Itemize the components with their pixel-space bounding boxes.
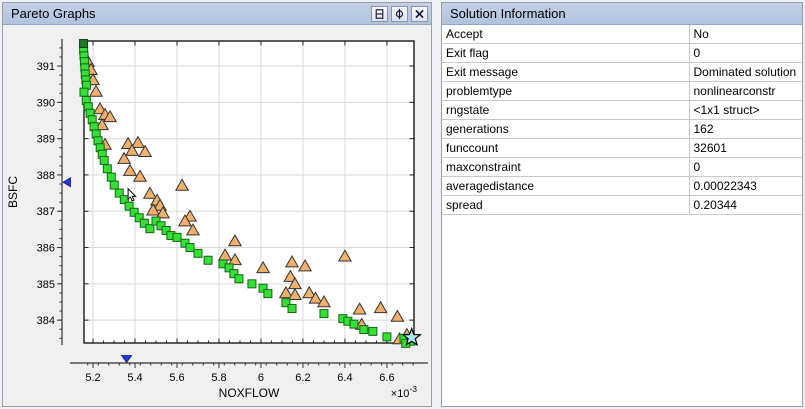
x-tick-label: 6.4 — [337, 372, 352, 384]
mouse-cursor-icon — [127, 187, 137, 202]
y-tick-label: 391 — [37, 61, 55, 73]
x-axis-slider[interactable] — [70, 355, 428, 369]
x-tick-label: 5.2 — [85, 372, 100, 384]
pareto-graphs-title: Pareto Graphs — [11, 6, 96, 21]
solution-info-row: generations 162 — [442, 119, 802, 139]
pareto-graphs-titlebar[interactable]: Pareto Graphs — [3, 3, 431, 25]
property-name-cell: rngstate — [442, 100, 689, 120]
property-value-cell: 32601 — [688, 138, 802, 158]
x-axis-labels: 5.2 5.4 5.6 5.8 6 6.2 6.4 6.6 — [85, 372, 394, 384]
x-tick-label: 5.8 — [211, 372, 226, 384]
grid-lines — [84, 41, 414, 343]
solution-info-row: Exit message Dominated solution — [442, 62, 802, 82]
property-value-cell: No — [688, 25, 802, 44]
property-value-cell: Dominated solution — [688, 62, 802, 82]
x-tick-label: 5.4 — [127, 372, 142, 384]
x-slider-thumb[interactable] — [120, 355, 133, 364]
solution-info-title: Solution Information — [450, 6, 566, 21]
solution-info-row: averagedistance 0.00022343 — [442, 176, 802, 196]
property-value-cell: 0 — [688, 157, 802, 177]
solution-info-row: Accept No — [442, 25, 802, 44]
property-name-cell: generations — [442, 119, 689, 139]
titlebar-buttons — [368, 5, 428, 22]
split-window-icon — [375, 8, 384, 19]
property-name-cell: Exit message — [442, 62, 689, 82]
selected-solution-star[interactable] — [401, 326, 422, 347]
close-button[interactable] — [411, 5, 428, 22]
x-tick-label: 6.6 — [379, 372, 394, 384]
property-name-cell: averagedistance — [442, 176, 689, 196]
property-value-cell: 0 — [688, 43, 802, 63]
pareto-graphs-panel: Pareto Graphs 384 385 386 — [2, 2, 432, 407]
property-value-cell: nonlinearconstr — [688, 81, 802, 101]
x-axis-multiplier: ×10-3 — [391, 384, 418, 400]
property-value-cell: <1x1 struct> — [688, 100, 802, 120]
split-window-button[interactable] — [371, 5, 388, 22]
plot-background — [84, 41, 414, 343]
x-tick-label: 6 — [258, 372, 264, 384]
x-tick-label: 5.6 — [169, 372, 184, 384]
property-name-cell: funccount — [442, 138, 689, 158]
close-icon — [415, 9, 424, 18]
y-axis-labels: 384 385 386 387 388 389 390 391 — [37, 61, 55, 327]
property-name-cell: Exit flag — [442, 43, 689, 63]
y-axis-slider[interactable] — [57, 39, 71, 345]
y-tick-label: 385 — [37, 279, 55, 291]
y-axis-title: BSFC — [6, 176, 20, 208]
property-value-cell: 162 — [688, 119, 802, 139]
y-tick-label: 390 — [37, 97, 55, 109]
solution-info-row: Exit flag 0 — [442, 43, 802, 63]
property-name-cell: spread — [442, 195, 689, 215]
y-tick-label: 386 — [37, 243, 55, 255]
solution-info-row: rngstate <1x1 struct> — [442, 100, 802, 120]
y-tick-label: 389 — [37, 134, 55, 146]
undock-button[interactable] — [391, 5, 408, 22]
plot-border — [83, 40, 415, 344]
property-name-cell: problemtype — [442, 81, 689, 101]
solution-info-row: problemtype nonlinearconstr — [442, 81, 802, 101]
y-tick-label: 387 — [37, 206, 55, 218]
solution-info-row: spread 0.20344 — [442, 195, 802, 215]
solution-info-panel: Solution Information Accept No Exit flag 0 E… — [441, 2, 803, 407]
pareto-front-points[interactable] — [79, 45, 416, 348]
pareto-chart[interactable]: 384 385 386 387 388 389 390 391 BSFC 5.2 5.4 5.6 5.8… — [3, 25, 431, 406]
solution-info-titlebar[interactable]: Solution Information — [442, 3, 802, 25]
y-slider-thumb[interactable] — [62, 176, 71, 188]
x-axis-title: NOXFLOW — [219, 386, 280, 400]
x-tick-label: 6.2 — [295, 372, 310, 384]
solution-info-row: maxconstraint 0 — [442, 157, 802, 177]
dominated-solutions-points[interactable] — [80, 54, 414, 345]
property-value-cell: 0.00022343 — [688, 176, 802, 196]
property-value-cell: 0.20344 — [688, 195, 802, 215]
clipped-top-solution-points[interactable] — [79, 39, 89, 49]
y-tick-label: 384 — [37, 315, 55, 327]
undock-icon — [395, 8, 404, 19]
property-name-cell: Accept — [442, 25, 689, 44]
y-tick-label: 388 — [37, 170, 55, 182]
property-name-cell: maxconstraint — [442, 157, 689, 177]
solution-info-table: Accept No Exit flag 0 Exit message Dominated … — [442, 25, 802, 215]
solution-info-row: funccount 32601 — [442, 138, 802, 158]
